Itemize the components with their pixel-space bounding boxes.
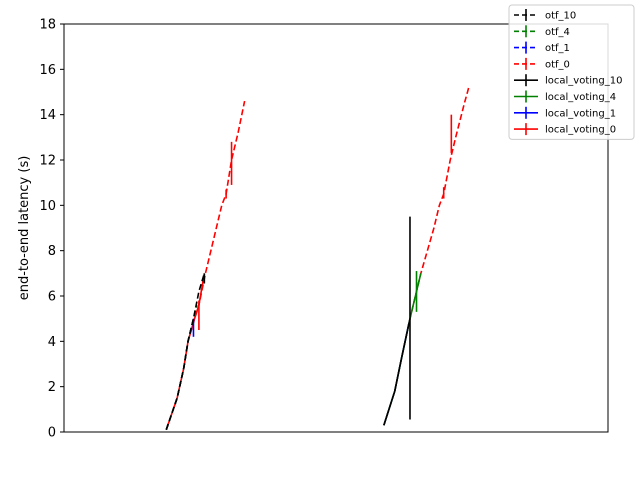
y-axis-label: end-to-end latency (s) xyxy=(17,156,32,301)
legend-label: otf_0 xyxy=(545,59,570,70)
y-tick-label: 0 xyxy=(48,426,56,441)
y-tick-label: 2 xyxy=(48,380,56,395)
y-tick-label: 12 xyxy=(39,154,56,169)
legend-label: local_voting_0 xyxy=(545,125,616,136)
series-line-local_voting_10 xyxy=(383,318,411,426)
y-tick-label: 18 xyxy=(39,18,56,33)
y-axis-ticks: 0 2 4 6 8 10 12 14 16 18 xyxy=(39,18,64,441)
legend-label: otf_1 xyxy=(545,43,570,54)
legend-label: local_voting_1 xyxy=(545,108,616,119)
legend-box xyxy=(508,4,635,140)
legend: otf_10 otf_4 otf_1 otf_0 local_voting_10loca… xyxy=(508,4,635,140)
legend-label: otf_4 xyxy=(545,27,570,38)
legend-label: local_voting_4 xyxy=(545,92,616,103)
legend-label: otf_10 xyxy=(545,11,576,22)
axes-frame xyxy=(63,23,609,433)
y-tick-label: 8 xyxy=(48,244,56,259)
y-tick-label: 6 xyxy=(48,290,56,305)
legend-label: local_voting_10 xyxy=(545,76,622,87)
y-tick-label: 4 xyxy=(48,335,56,350)
y-tick-label: 16 xyxy=(39,63,56,78)
y-tick-label: 10 xyxy=(39,199,56,214)
plot-lines xyxy=(165,87,470,430)
series-line-otf_10 xyxy=(165,273,206,430)
y-tick-label: 14 xyxy=(39,108,56,123)
